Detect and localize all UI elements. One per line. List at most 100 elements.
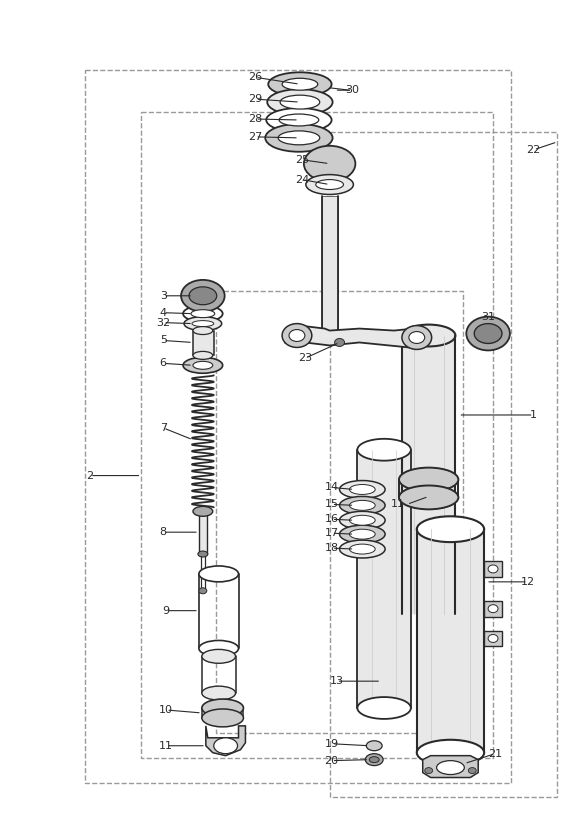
Ellipse shape — [202, 699, 244, 717]
Polygon shape — [322, 196, 338, 330]
Ellipse shape — [366, 741, 382, 751]
Text: 6: 6 — [160, 358, 167, 368]
Text: 17: 17 — [325, 528, 339, 538]
Polygon shape — [357, 450, 411, 708]
Text: 31: 31 — [481, 311, 495, 321]
Text: 20: 20 — [325, 756, 339, 765]
Ellipse shape — [306, 175, 353, 194]
Ellipse shape — [189, 287, 217, 305]
Ellipse shape — [282, 78, 318, 90]
Ellipse shape — [437, 761, 464, 775]
Polygon shape — [484, 630, 502, 646]
Text: 26: 26 — [248, 73, 262, 82]
Ellipse shape — [399, 485, 458, 509]
Ellipse shape — [282, 324, 312, 348]
Ellipse shape — [335, 339, 345, 346]
Text: 15: 15 — [325, 499, 339, 509]
Ellipse shape — [349, 529, 375, 539]
Ellipse shape — [181, 280, 224, 311]
Ellipse shape — [183, 306, 223, 321]
Ellipse shape — [199, 640, 238, 657]
Ellipse shape — [349, 515, 375, 525]
Ellipse shape — [266, 108, 332, 132]
Ellipse shape — [280, 95, 319, 109]
Text: 24: 24 — [295, 175, 309, 185]
Ellipse shape — [199, 588, 207, 594]
Text: 12: 12 — [521, 577, 535, 587]
Bar — [216, 291, 463, 733]
Ellipse shape — [202, 686, 236, 700]
Ellipse shape — [488, 605, 498, 612]
Ellipse shape — [202, 649, 236, 663]
Ellipse shape — [339, 512, 385, 529]
Ellipse shape — [339, 480, 385, 499]
Text: 3: 3 — [160, 291, 167, 301]
Text: 14: 14 — [325, 483, 339, 493]
Polygon shape — [484, 601, 502, 616]
Ellipse shape — [409, 331, 425, 344]
Ellipse shape — [278, 131, 319, 145]
Text: 23: 23 — [298, 353, 312, 363]
Ellipse shape — [193, 326, 213, 335]
Text: 5: 5 — [160, 335, 167, 345]
Ellipse shape — [191, 310, 215, 317]
Ellipse shape — [198, 551, 208, 557]
Bar — [329, 132, 557, 798]
Ellipse shape — [265, 124, 333, 152]
Ellipse shape — [214, 737, 237, 754]
Text: 1: 1 — [530, 410, 537, 420]
Bar — [142, 112, 493, 757]
Ellipse shape — [349, 544, 375, 554]
Ellipse shape — [316, 180, 343, 190]
Text: 8: 8 — [160, 527, 167, 537]
Ellipse shape — [267, 89, 333, 115]
Text: 18: 18 — [325, 543, 339, 553]
Ellipse shape — [202, 709, 244, 727]
Ellipse shape — [466, 316, 510, 350]
Text: 16: 16 — [325, 514, 339, 524]
Text: 11: 11 — [391, 499, 405, 509]
Ellipse shape — [369, 756, 379, 763]
Ellipse shape — [279, 114, 319, 126]
Text: 7: 7 — [160, 423, 167, 433]
Ellipse shape — [488, 565, 498, 573]
Text: 25: 25 — [295, 155, 309, 165]
Text: 30: 30 — [345, 85, 359, 96]
Polygon shape — [402, 335, 455, 614]
Ellipse shape — [399, 468, 458, 491]
Ellipse shape — [268, 73, 332, 96]
Ellipse shape — [193, 507, 213, 517]
Text: 21: 21 — [488, 749, 502, 759]
Ellipse shape — [357, 697, 411, 719]
Ellipse shape — [366, 754, 383, 765]
Ellipse shape — [357, 439, 411, 461]
Ellipse shape — [289, 330, 305, 341]
Text: 11: 11 — [159, 741, 173, 751]
Ellipse shape — [339, 525, 385, 543]
Ellipse shape — [349, 500, 375, 510]
Text: 22: 22 — [526, 145, 541, 155]
Ellipse shape — [339, 496, 385, 514]
Ellipse shape — [183, 358, 223, 373]
Ellipse shape — [199, 566, 238, 582]
Polygon shape — [417, 529, 484, 752]
Polygon shape — [193, 330, 214, 355]
Ellipse shape — [339, 540, 385, 558]
Ellipse shape — [402, 325, 455, 346]
Bar — [85, 70, 511, 784]
Polygon shape — [199, 514, 207, 554]
Text: 9: 9 — [163, 606, 170, 616]
Text: 32: 32 — [156, 317, 170, 328]
Ellipse shape — [488, 634, 498, 643]
Ellipse shape — [474, 324, 502, 344]
Text: 10: 10 — [159, 705, 173, 715]
Polygon shape — [285, 325, 429, 349]
Ellipse shape — [349, 485, 375, 494]
Text: 29: 29 — [248, 94, 262, 104]
Ellipse shape — [417, 517, 484, 542]
Ellipse shape — [192, 321, 214, 326]
Ellipse shape — [193, 351, 213, 359]
Ellipse shape — [184, 316, 222, 330]
Ellipse shape — [425, 768, 433, 774]
Ellipse shape — [304, 146, 356, 181]
